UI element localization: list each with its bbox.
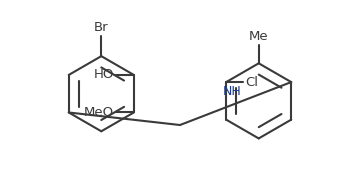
Text: Br: Br	[94, 21, 109, 34]
Text: HO: HO	[94, 68, 114, 81]
Text: Me: Me	[249, 30, 269, 43]
Text: MeO: MeO	[84, 106, 114, 119]
Text: NH: NH	[223, 85, 242, 98]
Text: Cl: Cl	[246, 76, 258, 89]
